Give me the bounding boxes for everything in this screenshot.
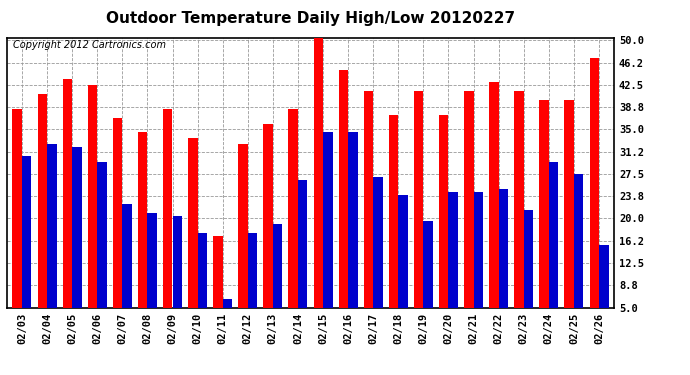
Bar	[288, 109, 298, 337]
Bar	[348, 132, 357, 337]
Bar	[197, 233, 207, 337]
Bar	[238, 144, 248, 337]
Bar	[12, 109, 22, 337]
Bar	[398, 195, 408, 337]
Bar	[47, 144, 57, 337]
Bar	[88, 85, 97, 337]
Bar	[388, 115, 398, 337]
Bar	[448, 192, 458, 337]
Bar	[298, 180, 308, 337]
Bar	[97, 162, 107, 337]
Bar	[439, 115, 449, 337]
Bar	[313, 38, 323, 337]
Bar	[273, 224, 282, 337]
Bar	[323, 132, 333, 337]
Bar	[339, 70, 348, 337]
Bar	[574, 174, 584, 337]
Bar	[22, 156, 32, 337]
Bar	[163, 109, 172, 337]
Bar	[172, 216, 182, 337]
Bar	[599, 245, 609, 337]
Bar	[589, 58, 599, 337]
Bar	[122, 204, 132, 337]
Bar	[524, 210, 533, 337]
Bar	[112, 118, 122, 337]
Text: Copyright 2012 Cartronics.com: Copyright 2012 Cartronics.com	[13, 40, 166, 50]
Bar	[373, 177, 383, 337]
Bar	[564, 100, 574, 337]
Bar	[473, 192, 483, 337]
Bar	[63, 79, 72, 337]
Bar	[424, 222, 433, 337]
Bar	[464, 91, 473, 337]
Bar	[364, 91, 373, 337]
Bar	[213, 236, 223, 337]
Bar	[37, 94, 47, 337]
Bar	[549, 162, 558, 337]
Bar	[514, 91, 524, 337]
Bar	[72, 147, 81, 337]
Bar	[540, 100, 549, 337]
Bar	[489, 82, 499, 337]
Bar	[188, 138, 197, 337]
Bar	[264, 123, 273, 337]
Bar	[138, 132, 148, 337]
Bar	[223, 298, 233, 337]
Bar	[414, 91, 424, 337]
Bar	[499, 189, 509, 337]
Bar	[248, 233, 257, 337]
Text: Outdoor Temperature Daily High/Low 20120227: Outdoor Temperature Daily High/Low 20120…	[106, 11, 515, 26]
Bar	[148, 213, 157, 337]
